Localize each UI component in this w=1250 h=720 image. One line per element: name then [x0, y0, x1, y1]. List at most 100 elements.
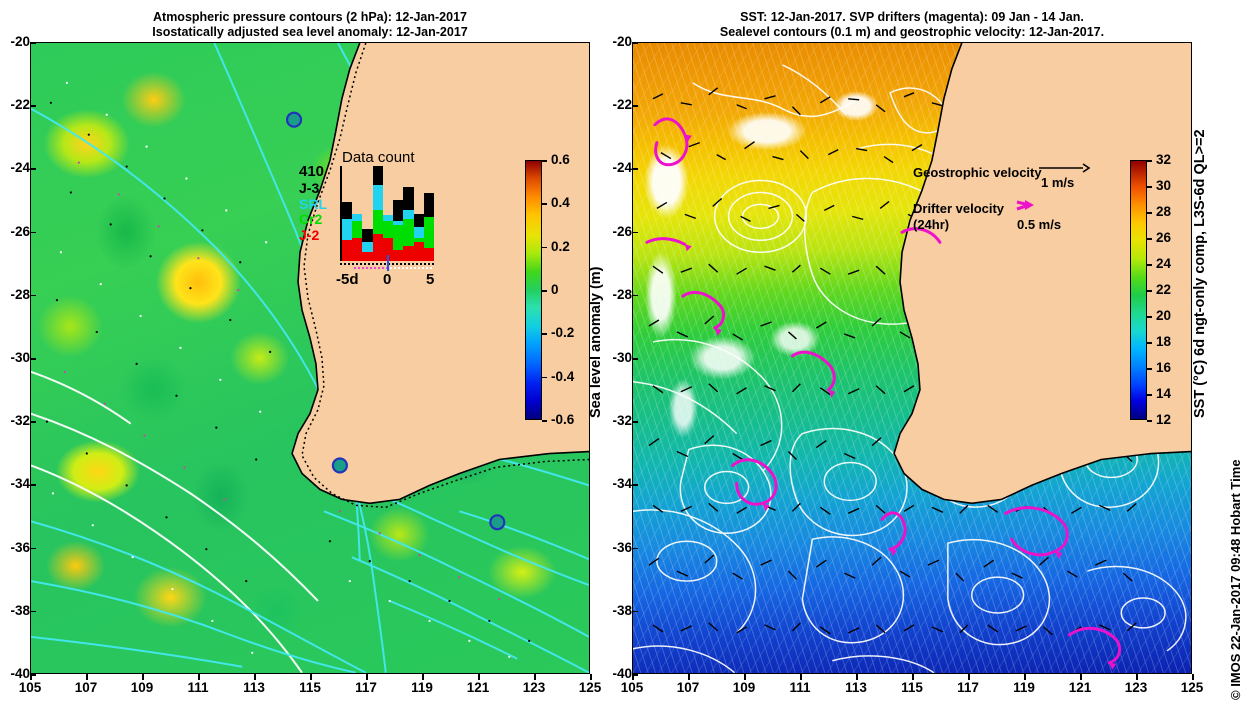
data-count-baseline-magenta [354, 267, 388, 269]
drifter-velocity-legend-arrow [1016, 200, 1034, 211]
right-title-line1: SST: 12-Jan-2017. SVP drifters (magenta)… [740, 10, 1084, 24]
data-count-segment-srl [403, 209, 414, 220]
coastline-right [893, 43, 1191, 505]
right-ytick-label: -30 [612, 350, 632, 365]
left-ytick-mark [30, 42, 36, 44]
left-ytick-mark [30, 105, 36, 107]
left-xtick-label: 105 [18, 680, 42, 695]
sst-colorbar-tick-label: 18 [1156, 334, 1172, 349]
sla-colorbar-tick-label: 0.6 [551, 152, 570, 167]
data-count-segment-j-2 [342, 240, 353, 261]
data-count-legend-cr2: Cr2 [299, 211, 323, 227]
right-xtick-mark [632, 674, 634, 680]
data-count-y-axis [340, 166, 342, 261]
left-ytick-label: -28 [10, 286, 30, 302]
sst-colorbar-labels: 32 30 28 26 24 22 20 18 16 14 12 [1130, 153, 1200, 426]
data-count-segment-cr2 [352, 221, 363, 239]
left-ytick-label: -20 [10, 34, 30, 49]
data-count-title: Data count [342, 149, 415, 166]
right-map-panel[interactable]: Geostrophic velocity 1 m/s Drifter veloc… [632, 42, 1192, 674]
right-ytick-mark [632, 674, 638, 676]
pressure-contours-white [31, 370, 319, 673]
left-map-panel[interactable]: Data count 410 J-3 SRL Cr2 J-2 -5d 0 5 [30, 42, 590, 674]
sla-colorbar-tick-label: -0.2 [551, 325, 575, 341]
data-count-segment-cr2 [403, 219, 414, 246]
left-ytick-label: -30 [10, 350, 30, 365]
drifter-velocity-legend-label: Drifter velocity [913, 201, 1005, 216]
right-xtick-label: 117 [957, 680, 979, 695]
right-xtick-label: 119 [1013, 680, 1035, 695]
left-xtick-label: 125 [578, 680, 602, 695]
left-xtick-mark [86, 674, 88, 680]
right-xtick-label: 111 [789, 680, 811, 695]
data-count-segment-j-3 [413, 213, 424, 227]
sla-colorbar-tick-label: 0.2 [551, 238, 570, 254]
copyright-notice: © IMOS 22-Jan-2017 09:48 Hobart Time [1228, 459, 1243, 700]
sst-colorbar-tick-label: 14 [1156, 386, 1172, 401]
land-australia-right [894, 43, 1191, 504]
right-xtick-label: 125 [1180, 680, 1204, 695]
right-xtick-label: 113 [845, 680, 867, 695]
svp-drifter-arrowheads [684, 134, 1117, 670]
data-count-segment-j-3 [362, 228, 373, 242]
data-count-bar [382, 215, 394, 261]
data-count-legend-j-2: J-2 [299, 226, 320, 243]
drifter-velocity-legend-sublabel: (24hr) [913, 217, 950, 232]
left-xtick-label: 113 [243, 680, 265, 695]
right-ytick-label: -28 [612, 286, 632, 302]
left-overlays [31, 43, 589, 673]
right-ytick-mark [632, 610, 638, 613]
data-count-bar [403, 186, 414, 261]
data-count-bar [362, 228, 373, 261]
right-xtick-label: 109 [732, 680, 756, 695]
coastline [291, 43, 589, 505]
data-count-bar [352, 213, 363, 261]
data-count-legend-srl: SRL [299, 195, 327, 212]
right-ytick-mark [632, 421, 638, 423]
data-count-segment-j-2 [413, 242, 424, 261]
data-count-bar [413, 213, 424, 261]
geostrophic-velocity-scale: 1 m/s [1041, 175, 1075, 190]
data-count-segment-srl [362, 242, 373, 252]
data-count-bar [423, 192, 434, 261]
right-xtick-mark [1024, 674, 1026, 680]
sst-colorbar-tick-label: 16 [1156, 360, 1172, 375]
data-count-segment-j-3 [372, 166, 383, 186]
right-xtick-mark [744, 674, 746, 680]
sla-colorbar-tickmark [542, 420, 547, 422]
data-count-segment-cr2 [423, 217, 434, 248]
right-ytick-label: -26 [612, 223, 632, 239]
data-count-segment-srl [382, 215, 394, 222]
right-xtick-label: 123 [1124, 680, 1148, 695]
right-ytick-label: -34 [612, 476, 632, 492]
left-ytick-label: -32 [10, 413, 30, 429]
data-count-segment-j-3 [342, 202, 353, 220]
right-xtick-mark [856, 674, 858, 680]
data-count-bars [342, 166, 434, 261]
sla-colorbar-labels: 0.6 0.4 0.2 0 -0.2 -0.4 -0.6 [525, 153, 595, 426]
left-ytick-mark [30, 421, 36, 423]
left-panel-title: Atmospheric pressure contours (2 hPa): 1… [30, 10, 590, 40]
right-panel-title: SST: 12-Jan-2017. SVP drifters (magenta)… [632, 10, 1192, 40]
left-xtick-mark [142, 674, 144, 680]
right-xtick-label: 121 [1068, 680, 1092, 695]
sla-colorbar-tick-label: 0.4 [551, 195, 570, 211]
data-count-segment-srl [413, 226, 424, 239]
data-count-baseline-white [390, 267, 434, 269]
left-ytick-mark [30, 547, 36, 550]
sst-colorbar-tickmark [1147, 160, 1152, 162]
left-ytick-label: -26 [10, 223, 30, 239]
sst-colorbar-tickmark [1147, 368, 1152, 370]
left-ytick-mark [30, 294, 36, 297]
left-xtick-label: 119 [411, 680, 433, 695]
altimeter-track-dots [45, 81, 531, 658]
right-y-tickmarks [632, 42, 640, 676]
left-xtick-mark [590, 674, 592, 680]
data-count-segment-j-2 [372, 234, 383, 261]
drifter-velocity-scale: 0.5 m/s [1017, 217, 1062, 232]
right-ytick-label: -22 [612, 97, 632, 113]
right-xtick-mark [968, 674, 970, 680]
data-count-segment-srl [352, 213, 363, 222]
data-count-bar [372, 166, 383, 261]
